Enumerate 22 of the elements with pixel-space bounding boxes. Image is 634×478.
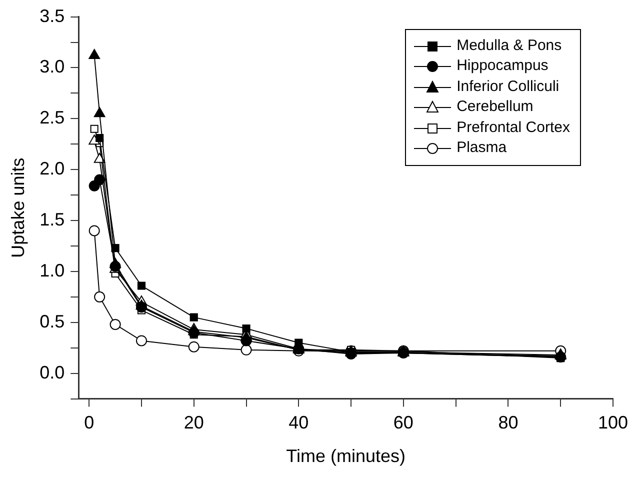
x-tick-label: 60 [393, 412, 414, 433]
y-tick-label: 2.0 [40, 158, 65, 179]
x-tick-label: 40 [288, 412, 309, 433]
legend-label: Plasma [456, 138, 507, 158]
y-tick-label: 1.0 [40, 260, 65, 280]
y-tick-label: 2.5 [40, 108, 65, 128]
legend-label: Hippocampus [456, 56, 548, 76]
x-axis-title: Time (minutes) [286, 446, 406, 466]
y-tick-label: 1.5 [40, 210, 65, 230]
y-tick-label: 0.0 [40, 362, 65, 382]
y-axis-title: Uptake units [8, 158, 28, 258]
x-tick-label: 80 [498, 412, 518, 433]
y-tick-label: 3.5 [40, 6, 65, 26]
legend-label: Cerebellum [456, 97, 534, 118]
legend-label: Prefrontal Cortex [456, 118, 570, 138]
y-tick-label: 3.0 [40, 56, 65, 77]
y-tick-label: 0.5 [40, 311, 65, 332]
x-tick-label: 100 [598, 412, 628, 433]
legend-label: Medulla & Pons [456, 36, 562, 56]
legend-label: Inferior Colliculi [456, 76, 560, 97]
x-tick-label: 0 [84, 412, 94, 433]
x-tick-label: 20 [184, 412, 204, 433]
